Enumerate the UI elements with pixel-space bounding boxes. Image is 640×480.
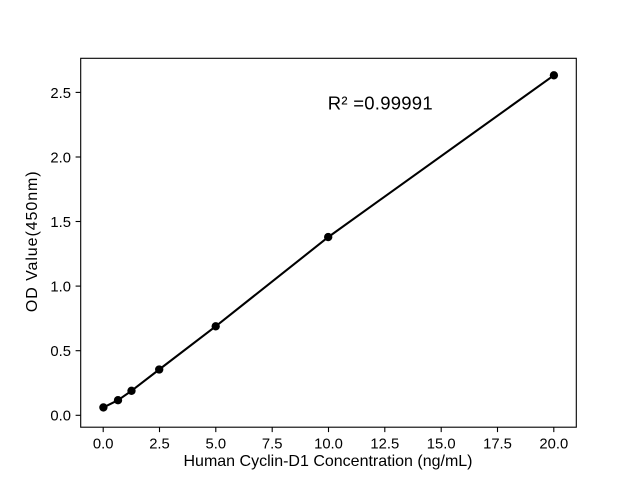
svg-text:0.0: 0.0 bbox=[93, 436, 114, 452]
svg-text:7.5: 7.5 bbox=[262, 436, 283, 452]
svg-text:2.0: 2.0 bbox=[50, 150, 71, 166]
svg-text:2.5: 2.5 bbox=[149, 436, 170, 452]
svg-text:1.0: 1.0 bbox=[50, 280, 71, 296]
svg-text:17.5: 17.5 bbox=[483, 436, 512, 452]
svg-text:Human Cyclin-D1 Concentration: Human Cyclin-D1 Concentration (ng/mL) bbox=[184, 453, 473, 470]
svg-text:15.0: 15.0 bbox=[427, 436, 456, 452]
svg-text:10.0: 10.0 bbox=[314, 436, 343, 452]
svg-text:2.5: 2.5 bbox=[50, 86, 71, 102]
svg-text:0.5: 0.5 bbox=[50, 344, 71, 360]
svg-text:R² =0.99991: R² =0.99991 bbox=[328, 93, 433, 114]
svg-text:12.5: 12.5 bbox=[370, 436, 399, 452]
svg-text:OD Value(450nm): OD Value(450nm) bbox=[24, 170, 41, 312]
svg-text:0.0: 0.0 bbox=[50, 409, 71, 425]
svg-text:1.5: 1.5 bbox=[50, 215, 71, 231]
svg-text:5.0: 5.0 bbox=[206, 436, 227, 452]
svg-text:20.0: 20.0 bbox=[539, 436, 568, 452]
